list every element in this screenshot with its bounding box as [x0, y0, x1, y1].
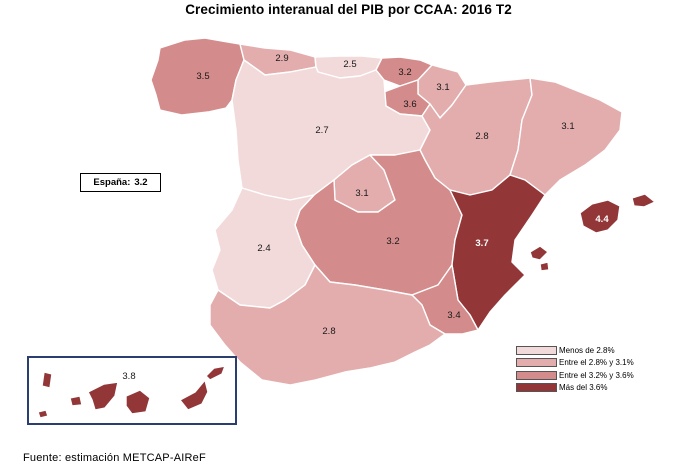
region-galicia — [150, 37, 245, 116]
legend-item: Entre el 3.2% y 3.6% — [516, 369, 634, 381]
canary-islands-inset-frame — [27, 356, 237, 425]
legend-label: Más del 3.6% — [559, 383, 608, 392]
national-label: España: — [93, 177, 131, 188]
label-cantabria: 2.5 — [343, 59, 356, 70]
region-comunitat-valenciana — [449, 174, 546, 331]
label-cataluna: 3.1 — [561, 121, 574, 132]
legend-label: Menos de 2.8% — [559, 345, 615, 355]
label-madrid: 3.1 — [355, 188, 368, 199]
label-pais-vasco: 3.2 — [398, 67, 411, 78]
label-la-rioja: 3.6 — [403, 99, 416, 110]
label-canarias: 3.8 — [122, 371, 135, 382]
national-value: 3.2 — [134, 177, 148, 188]
region-cataluna — [509, 77, 623, 196]
map-title: Crecimiento interanual del PIB por CCAA:… — [185, 2, 512, 17]
label-baleares: 4.4 — [595, 214, 609, 225]
region-baleares — [529, 193, 656, 272]
label-extremadura: 2.4 — [257, 243, 270, 254]
source-note: Fuente: estimación METCAP-AIReF — [23, 452, 206, 464]
national-growth-box: España: 3.2 — [80, 173, 161, 192]
legend-label: Entre el 3.2% y 3.6% — [559, 370, 634, 380]
legend-item: Más del 3.6% — [516, 382, 634, 394]
label-comunitat-valenciana: 3.7 — [475, 238, 488, 249]
legend-item: Menos de 2.8% — [516, 344, 634, 356]
label-asturias: 2.9 — [275, 53, 288, 64]
region-canarias — [37, 365, 226, 419]
label-castilla-y-leon: 2.7 — [315, 125, 328, 136]
legend-swatch — [516, 345, 557, 355]
label-andalucia: 2.8 — [322, 326, 335, 337]
legend-swatch — [516, 370, 557, 380]
label-castilla-la-mancha: 3.2 — [386, 236, 399, 247]
region-andalucia — [209, 264, 446, 386]
label-galicia: 3.5 — [196, 71, 209, 82]
label-navarra: 3.1 — [436, 82, 449, 93]
legend-item: Entre el 2.8% y 3.1% — [516, 357, 634, 369]
legend-swatch — [516, 383, 557, 392]
legend-label: Entre el 2.8% y 3.1% — [559, 358, 634, 367]
label-aragon: 2.8 — [475, 131, 488, 142]
map-legend: Menos de 2.8% Entre el 2.8% y 3.1% Entre… — [516, 344, 634, 394]
label-murcia: 3.4 — [447, 310, 460, 321]
legend-swatch — [516, 358, 557, 367]
